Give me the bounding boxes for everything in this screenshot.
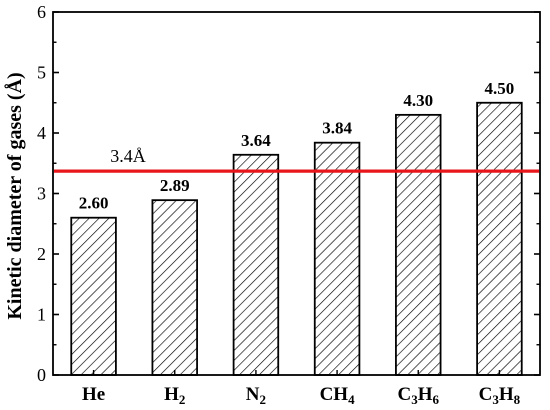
bar-value-label: 3.84 xyxy=(322,119,352,138)
x-tick-label-subscript: 8 xyxy=(514,392,521,407)
x-tick-label-subscript: 2 xyxy=(260,392,267,407)
bar-ch4 xyxy=(313,141,361,376)
y-tick-label: 6 xyxy=(37,2,46,22)
plot-frame xyxy=(52,11,541,376)
x-tick-label-text: H xyxy=(418,384,433,405)
x-tick-label-subscript: 3 xyxy=(411,392,418,407)
bar-c3h6 xyxy=(395,113,442,376)
reference-line-label: 3.4Å xyxy=(110,146,146,166)
x-tick-label-c3h6: C3H6 xyxy=(397,384,439,407)
x-tick-label-text: C xyxy=(479,384,493,405)
x-tick-label-n2: N2 xyxy=(246,384,266,407)
x-tick-label-subscript: 2 xyxy=(179,392,186,407)
x-tick-label-text: H xyxy=(499,384,514,405)
bar-value-label: 2.89 xyxy=(160,176,190,195)
bar-value-label: 3.64 xyxy=(241,131,271,150)
y-tick-label: 5 xyxy=(37,63,46,83)
x-tick-label-subscript: 6 xyxy=(433,392,440,407)
bar-value-label: 4.30 xyxy=(403,91,433,110)
x-tick-label-text: C xyxy=(397,384,411,405)
bar-c3h8 xyxy=(476,101,523,376)
x-tick-label-subscript: 4 xyxy=(348,392,355,407)
bar-h2 xyxy=(151,199,198,376)
x-tick-label-c3h8: C3H8 xyxy=(479,384,521,407)
x-tick-label-text: CH xyxy=(320,384,349,405)
x-tick-label-h2: H2 xyxy=(164,384,185,407)
y-axis-label: Kinetic diameter of gases (Å) xyxy=(3,72,26,319)
bar-value-label: 2.60 xyxy=(79,194,109,213)
bar-he xyxy=(70,216,117,376)
x-tick-label-text: He xyxy=(82,384,105,405)
x-tick-label-text: H xyxy=(164,384,179,405)
x-tick-label-text: N xyxy=(246,384,260,405)
bar-n2 xyxy=(232,153,280,376)
y-tick-label: 3 xyxy=(37,184,46,204)
x-tick-label-subscript: 3 xyxy=(492,392,499,407)
y-tick-label: 4 xyxy=(37,123,46,143)
y-tick-label: 2 xyxy=(37,244,46,264)
x-tick-label-ch4: CH4 xyxy=(320,384,356,407)
x-tick-label-he: He xyxy=(82,384,105,405)
bar-value-label: 4.50 xyxy=(485,79,515,98)
y-tick-label: 1 xyxy=(37,305,46,325)
y-tick-label: 0 xyxy=(37,365,46,385)
